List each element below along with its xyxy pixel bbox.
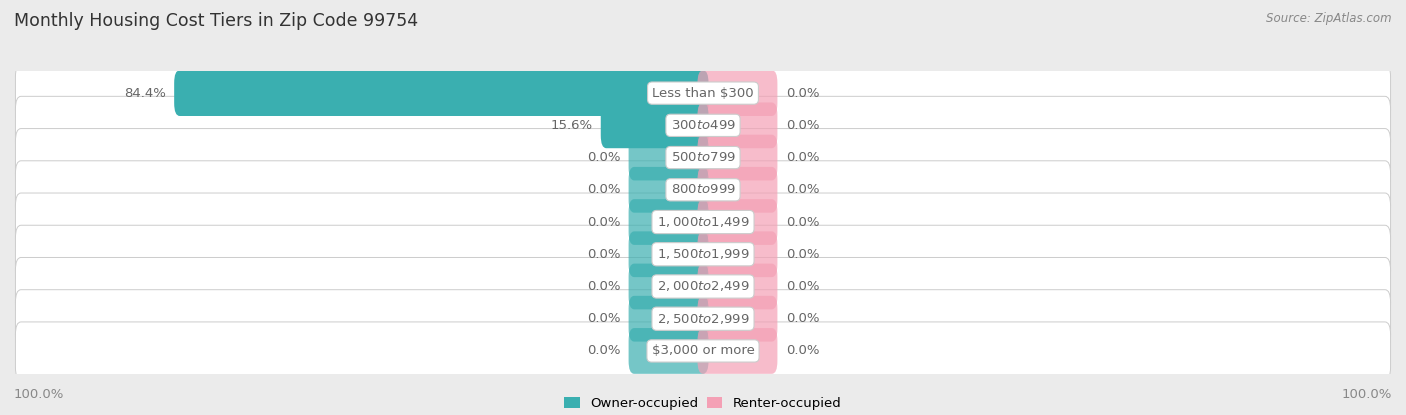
FancyBboxPatch shape [15, 290, 1391, 348]
Text: 0.0%: 0.0% [786, 151, 820, 164]
FancyBboxPatch shape [628, 328, 709, 374]
Text: 0.0%: 0.0% [586, 183, 620, 196]
FancyBboxPatch shape [697, 296, 778, 342]
FancyBboxPatch shape [697, 103, 778, 148]
FancyBboxPatch shape [628, 167, 709, 212]
Text: $1,000 to $1,499: $1,000 to $1,499 [657, 215, 749, 229]
Text: Less than $300: Less than $300 [652, 87, 754, 100]
FancyBboxPatch shape [628, 232, 709, 277]
FancyBboxPatch shape [697, 70, 778, 116]
Text: Source: ZipAtlas.com: Source: ZipAtlas.com [1267, 12, 1392, 25]
Text: 0.0%: 0.0% [586, 344, 620, 357]
FancyBboxPatch shape [15, 64, 1391, 122]
FancyBboxPatch shape [628, 264, 709, 309]
FancyBboxPatch shape [697, 328, 778, 374]
Text: 0.0%: 0.0% [586, 151, 620, 164]
Text: 0.0%: 0.0% [786, 119, 820, 132]
Text: 15.6%: 15.6% [550, 119, 592, 132]
FancyBboxPatch shape [15, 193, 1391, 251]
Text: 100.0%: 100.0% [14, 388, 65, 401]
FancyBboxPatch shape [15, 225, 1391, 283]
FancyBboxPatch shape [628, 296, 709, 342]
FancyBboxPatch shape [15, 161, 1391, 219]
Text: $2,500 to $2,999: $2,500 to $2,999 [657, 312, 749, 326]
FancyBboxPatch shape [628, 199, 709, 245]
Text: 0.0%: 0.0% [586, 215, 620, 229]
FancyBboxPatch shape [174, 70, 709, 116]
Text: $3,000 or more: $3,000 or more [651, 344, 755, 357]
Text: $2,000 to $2,499: $2,000 to $2,499 [657, 279, 749, 293]
FancyBboxPatch shape [600, 103, 709, 148]
FancyBboxPatch shape [697, 232, 778, 277]
FancyBboxPatch shape [15, 129, 1391, 187]
Text: 0.0%: 0.0% [586, 248, 620, 261]
Text: 0.0%: 0.0% [586, 312, 620, 325]
FancyBboxPatch shape [15, 96, 1391, 154]
FancyBboxPatch shape [697, 135, 778, 181]
Text: 0.0%: 0.0% [786, 312, 820, 325]
FancyBboxPatch shape [697, 264, 778, 309]
Text: 84.4%: 84.4% [124, 87, 166, 100]
Text: 0.0%: 0.0% [786, 87, 820, 100]
Text: 100.0%: 100.0% [1341, 388, 1392, 401]
Legend: Owner-occupied, Renter-occupied: Owner-occupied, Renter-occupied [560, 392, 846, 415]
Text: 0.0%: 0.0% [786, 215, 820, 229]
Text: $300 to $499: $300 to $499 [671, 119, 735, 132]
FancyBboxPatch shape [15, 257, 1391, 315]
Text: 0.0%: 0.0% [786, 183, 820, 196]
Text: Monthly Housing Cost Tiers in Zip Code 99754: Monthly Housing Cost Tiers in Zip Code 9… [14, 12, 418, 30]
FancyBboxPatch shape [15, 322, 1391, 380]
FancyBboxPatch shape [697, 167, 778, 212]
Text: $500 to $799: $500 to $799 [671, 151, 735, 164]
Text: $1,500 to $1,999: $1,500 to $1,999 [657, 247, 749, 261]
Text: 0.0%: 0.0% [586, 280, 620, 293]
Text: 0.0%: 0.0% [786, 344, 820, 357]
FancyBboxPatch shape [628, 135, 709, 181]
Text: $800 to $999: $800 to $999 [671, 183, 735, 196]
Text: 0.0%: 0.0% [786, 248, 820, 261]
Text: 0.0%: 0.0% [786, 280, 820, 293]
FancyBboxPatch shape [697, 199, 778, 245]
